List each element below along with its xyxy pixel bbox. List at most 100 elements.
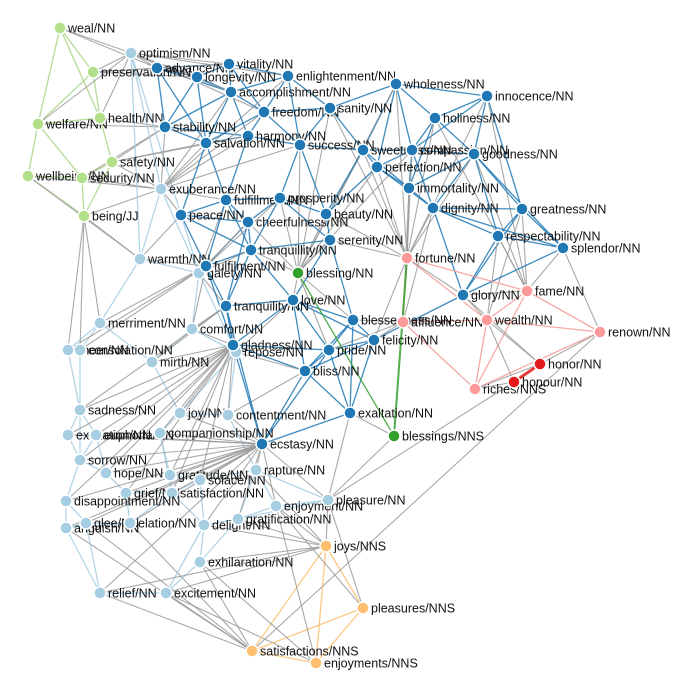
node [456, 288, 470, 302]
node [480, 313, 494, 327]
edge [199, 479, 205, 526]
node-label: disappointment/NN [74, 494, 180, 508]
node [59, 521, 73, 535]
node [343, 406, 357, 420]
node-label: repose/NN [244, 345, 304, 359]
edge [263, 107, 331, 113]
node-label: goodness/NN [482, 147, 558, 161]
node-label: fame/NN [535, 284, 584, 298]
edge [205, 199, 227, 267]
edge [299, 144, 364, 151]
node [319, 207, 333, 221]
node [293, 138, 307, 152]
edge [486, 319, 515, 383]
edge [237, 518, 327, 547]
edge [275, 499, 329, 507]
node-label: gladness/NN [241, 338, 313, 352]
edge [237, 443, 263, 520]
node [467, 147, 481, 161]
node-label: sorrow/NN [88, 453, 147, 467]
node [163, 468, 177, 482]
node-label: wholeness/NN [403, 77, 485, 91]
node-label: pride/NN [337, 343, 386, 357]
edge [297, 239, 331, 274]
edge [292, 299, 306, 372]
edge [232, 344, 306, 372]
node [124, 46, 138, 60]
edge [129, 492, 173, 524]
edge [227, 370, 306, 416]
node-label: exuberance/NN [169, 182, 256, 196]
node [249, 463, 263, 477]
node-label: respectability/NN [506, 229, 600, 243]
edge [297, 107, 331, 274]
node [105, 155, 119, 169]
edge [169, 344, 234, 476]
edge [327, 381, 515, 501]
node-label: sanity/NN [338, 101, 392, 115]
edge [151, 344, 234, 363]
edge [279, 197, 331, 241]
edge [165, 592, 253, 652]
edge [205, 249, 252, 267]
edge [297, 272, 395, 437]
edge [227, 351, 237, 416]
edge [205, 91, 232, 144]
node-label: warmth/NN [147, 252, 211, 266]
node [99, 466, 113, 480]
edge [292, 299, 354, 321]
edge [199, 561, 253, 652]
edge [203, 524, 327, 547]
node-label: advance/NN [165, 61, 234, 75]
edge [92, 52, 132, 73]
node [123, 516, 137, 530]
node-label: tranquillity/NN [259, 243, 337, 257]
edge [99, 443, 263, 594]
edge [99, 117, 166, 128]
edge [225, 249, 252, 307]
node-label: felicity/NN [382, 333, 438, 347]
edge [473, 95, 488, 155]
edge [198, 197, 281, 274]
edge [395, 83, 413, 151]
edge [432, 207, 499, 237]
node-label: wellbeing/NN [35, 169, 110, 183]
node-label: honor/NN [548, 357, 602, 371]
node [387, 429, 401, 443]
node [75, 171, 89, 185]
edge [299, 144, 327, 215]
node [154, 182, 168, 196]
node-label: welfare/NN [45, 117, 108, 131]
edge [225, 299, 294, 307]
edge [83, 188, 162, 217]
node [370, 160, 384, 174]
edge [261, 443, 329, 501]
node [426, 201, 440, 215]
node-label: freedom/NN [272, 105, 339, 119]
edge [160, 144, 301, 190]
node [281, 69, 295, 83]
edge [92, 71, 198, 78]
edge [263, 111, 301, 146]
node-label: pleasures/NNS [371, 601, 455, 615]
node [356, 601, 370, 615]
edge [406, 153, 475, 259]
node-label: rapture/NN [264, 463, 325, 477]
edge [160, 111, 265, 190]
node [119, 486, 133, 500]
edge [411, 149, 475, 155]
node-label: splendor/NN [571, 241, 640, 255]
edge [37, 52, 132, 125]
node-label: excitement/NN [174, 586, 256, 600]
node [93, 316, 107, 330]
edge [411, 149, 434, 209]
node [389, 77, 403, 91]
edge [230, 75, 289, 93]
node-label: weal/NN [67, 21, 115, 35]
edge [160, 135, 249, 190]
edge [164, 91, 232, 128]
node [291, 266, 305, 280]
edge [180, 199, 227, 216]
node-label: blessings/NNS [402, 429, 484, 443]
node-label: riches/NNS [483, 382, 546, 396]
